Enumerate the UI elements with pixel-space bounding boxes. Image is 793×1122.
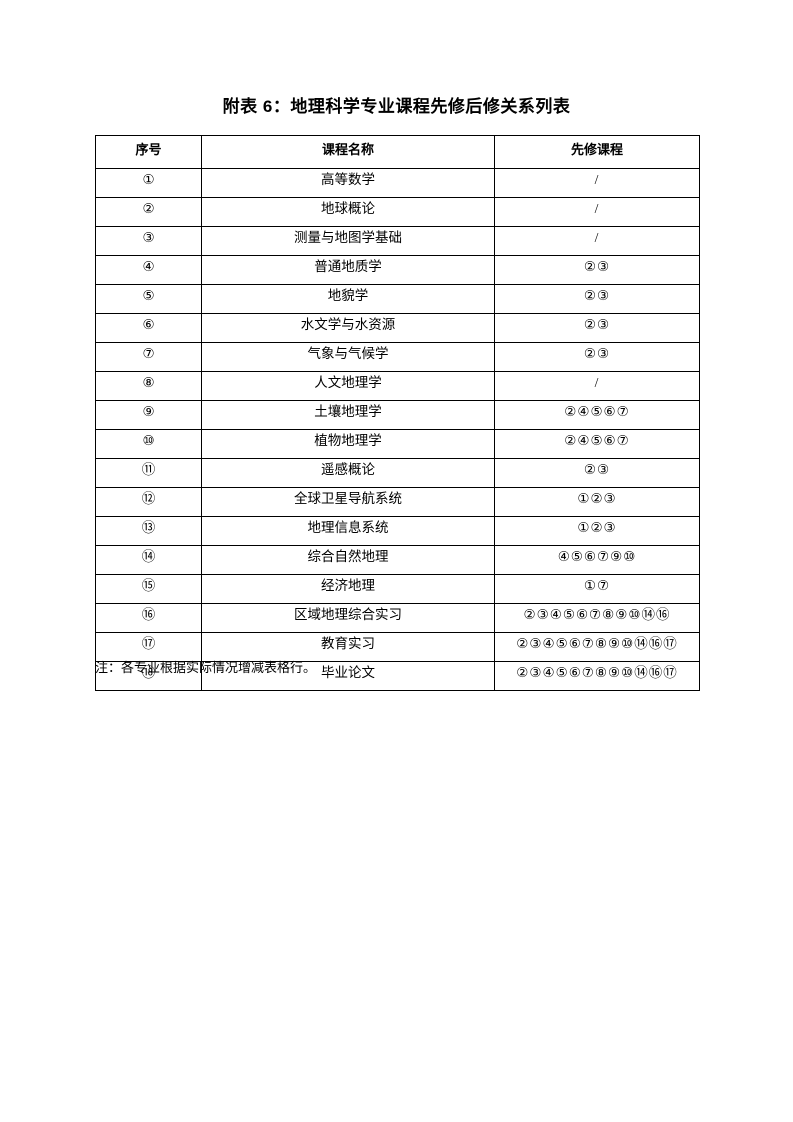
cell-prerequisites: / xyxy=(494,197,700,227)
cell-prerequisites: ②③④⑤⑥⑦⑧⑨⑩⑭⑯⑰ xyxy=(494,632,700,662)
cell-prerequisites: ①⑦ xyxy=(494,574,700,604)
cell-prerequisites: ②③ xyxy=(494,255,700,285)
table-row: ⑬ 地理信息系统 ①②③ xyxy=(95,516,700,546)
page-title: 附表 6：地理科学专业课程先修后修关系列表 xyxy=(222,97,571,116)
table-row: ⑥ 水文学与水资源 ②③ xyxy=(95,313,700,343)
cell-prerequisites: ②③ xyxy=(494,342,700,372)
cell-seq-number: ⑮ xyxy=(95,574,202,604)
cell-seq-number: ⑱ xyxy=(95,661,202,691)
cell-prerequisites: ②③ xyxy=(494,313,700,343)
cell-course-name: 人文地理学 xyxy=(201,371,495,401)
cell-seq-number: ⑫ xyxy=(95,487,202,517)
course-prerequisite-table: 序号 课程名称 先修课程 ① 高等数学 / ② 地球概论 / ③ 测量与地图学基础 / ④ 普通地质… xyxy=(95,135,700,691)
cell-prerequisites: / xyxy=(494,371,700,401)
table-row: ⑩ 植物地理学 ②④⑤⑥⑦ xyxy=(95,429,700,459)
cell-course-name: 经济地理 xyxy=(201,574,495,604)
cell-prerequisites: ①②③ xyxy=(494,487,700,517)
cell-seq-number: ⑰ xyxy=(95,632,202,662)
table-row: ⑧ 人文地理学 / xyxy=(95,371,700,401)
cell-course-name: 气象与气候学 xyxy=(201,342,495,372)
table-row: ② 地球概论 / xyxy=(95,197,700,227)
header-cell-no: 序号 xyxy=(95,135,202,169)
cell-course-name: 综合自然地理 xyxy=(201,545,495,575)
cell-prerequisites: ①②③ xyxy=(494,516,700,546)
cell-course-name: 地貌学 xyxy=(201,284,495,314)
table-row: ① 高等数学 / xyxy=(95,168,700,198)
cell-seq-number: ⑬ xyxy=(95,516,202,546)
cell-prerequisites: ②④⑤⑥⑦ xyxy=(494,400,700,430)
cell-prerequisites: / xyxy=(494,226,700,256)
cell-course-name: 全球卫星导航系统 xyxy=(201,487,495,517)
cell-seq-number: ② xyxy=(95,197,202,227)
cell-seq-number: ④ xyxy=(95,255,202,285)
cell-prerequisites: ②③④⑤⑥⑦⑧⑨⑩⑭⑯ xyxy=(494,603,700,633)
cell-course-name: 高等数学 xyxy=(201,168,495,198)
cell-course-name: 植物地理学 xyxy=(201,429,495,459)
cell-course-name: 区域地理综合实习 xyxy=(201,603,495,633)
header-cell-prereq: 先修课程 xyxy=(494,135,700,169)
footnote: 注：各专业根据实际情况增减表格行。 xyxy=(95,660,317,675)
cell-course-name: 教育实习 xyxy=(201,632,495,662)
table-row: ④ 普通地质学 ②③ xyxy=(95,255,700,285)
header-cell-course: 课程名称 xyxy=(201,135,495,169)
table-row: ⑪ 遥感概论 ②③ xyxy=(95,458,700,488)
cell-course-name: 地理信息系统 xyxy=(201,516,495,546)
cell-seq-number: ① xyxy=(95,168,202,198)
cell-seq-number: ⑤ xyxy=(95,284,202,314)
table-row: ③ 测量与地图学基础 / xyxy=(95,226,700,256)
cell-seq-number: ⑭ xyxy=(95,545,202,575)
table-row: ⑦ 气象与气候学 ②③ xyxy=(95,342,700,372)
cell-prerequisites: ②③ xyxy=(494,284,700,314)
cell-prerequisites: ④⑤⑥⑦⑨⑩ xyxy=(494,545,700,575)
cell-prerequisites: / xyxy=(494,168,700,198)
table-row: ⑱ 毕业论文 ②③④⑤⑥⑦⑧⑨⑩⑭⑯⑰ xyxy=(95,661,700,691)
cell-seq-number: ⑪ xyxy=(95,458,202,488)
cell-seq-number: ⑧ xyxy=(95,371,202,401)
cell-seq-number: ⑯ xyxy=(95,603,202,633)
table-row: ⑭ 综合自然地理 ④⑤⑥⑦⑨⑩ xyxy=(95,545,700,575)
cell-course-name: 地球概论 xyxy=(201,197,495,227)
cell-course-name: 水文学与水资源 xyxy=(201,313,495,343)
cell-prerequisites: ②④⑤⑥⑦ xyxy=(494,429,700,459)
cell-seq-number: ⑩ xyxy=(95,429,202,459)
table-row: ⑰ 教育实习 ②③④⑤⑥⑦⑧⑨⑩⑭⑯⑰ xyxy=(95,632,700,662)
cell-prerequisites: ②③④⑤⑥⑦⑧⑨⑩⑭⑯⑰ xyxy=(494,661,700,691)
table-row: ⑯ 区域地理综合实习 ②③④⑤⑥⑦⑧⑨⑩⑭⑯ xyxy=(95,603,700,633)
table-row: ⑤ 地貌学 ②③ xyxy=(95,284,700,314)
cell-course-name: 测量与地图学基础 xyxy=(201,226,495,256)
cell-seq-number: ⑨ xyxy=(95,400,202,430)
cell-course-name: 遥感概论 xyxy=(201,458,495,488)
cell-course-name: 土壤地理学 xyxy=(201,400,495,430)
cell-course-name: 普通地质学 xyxy=(201,255,495,285)
table-header-row: 序号 课程名称 先修课程 xyxy=(95,135,700,169)
table-row: ⑫ 全球卫星导航系统 ①②③ xyxy=(95,487,700,517)
cell-seq-number: ⑥ xyxy=(95,313,202,343)
table-row: ⑨ 土壤地理学 ②④⑤⑥⑦ xyxy=(95,400,700,430)
cell-prerequisites: ②③ xyxy=(494,458,700,488)
cell-seq-number: ③ xyxy=(95,226,202,256)
cell-course-name: 毕业论文 xyxy=(201,661,495,691)
cell-seq-number: ⑦ xyxy=(95,342,202,372)
table-row: ⑮ 经济地理 ①⑦ xyxy=(95,574,700,604)
